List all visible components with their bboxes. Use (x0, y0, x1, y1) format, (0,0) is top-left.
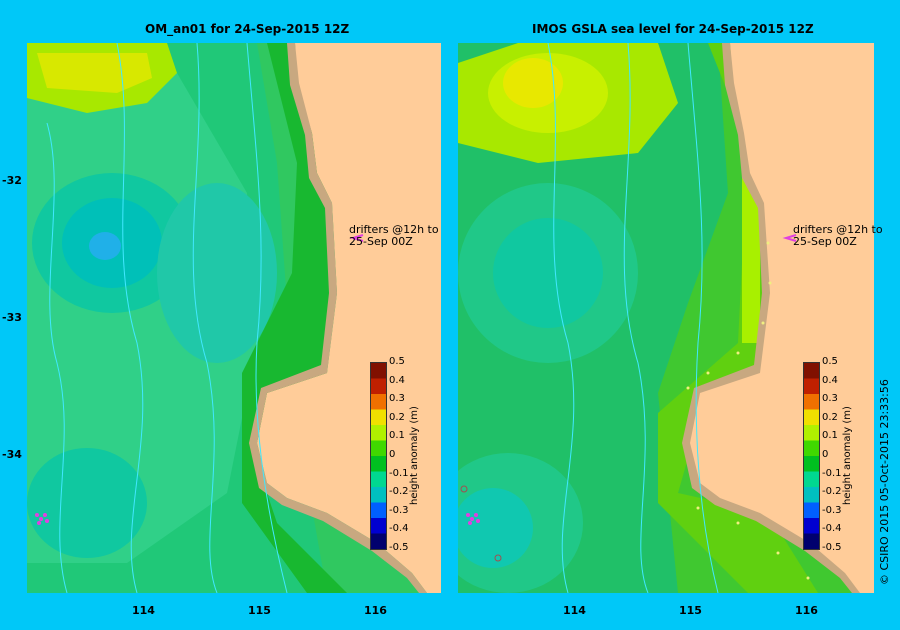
y-tick-label: -32 (2, 174, 22, 187)
x-tick-label: 116 (795, 604, 818, 617)
colorbar-tick-label: 0.4 (389, 374, 405, 386)
colorbar-tick-label: 0.1 (389, 430, 405, 442)
left-drifter-label: drifters @12h to 25-Sep 00Z (349, 223, 439, 248)
colorbar-tick-label: -0.2 (389, 486, 409, 498)
colorbar-tick-label: 0.3 (389, 393, 405, 405)
colorbar-tick-label: 0.2 (822, 411, 838, 423)
colorbar-tick-label: -0.3 (389, 504, 409, 516)
colorbar-gradient (803, 362, 820, 550)
right-panel-title: IMOS GSLA sea level for 24-Sep-2015 12Z (532, 22, 814, 36)
colorbar-tick-label: -0.4 (822, 523, 842, 535)
x-tick-label: 114 (563, 604, 586, 617)
colorbar-tick-label: 0.2 (389, 411, 405, 423)
x-tick-label: 114 (132, 604, 155, 617)
right-drifter-label: drifters @12h to 25-Sep 00Z (793, 223, 883, 248)
copyright-text: © CSIRO 2015 05-Oct-2015 23:33:56 (878, 379, 891, 585)
colorbar-title: height anomaly (m) (842, 406, 853, 505)
colorbar-tick-label: 0.1 (822, 430, 838, 442)
colorbar-tick-label: -0.1 (822, 467, 842, 479)
colorbar-tick-label: -0.1 (389, 467, 409, 479)
right-map[interactable] (458, 43, 874, 593)
colorbar-tick-label: 0 (389, 449, 396, 460)
colorbar-tick-label: -0.5 (822, 542, 842, 553)
colorbar-tick-label: -0.3 (822, 504, 842, 516)
left-panel-title: OM_an01 for 24-Sep-2015 12Z (145, 22, 350, 36)
colorbar-gradient (370, 362, 387, 550)
colorbar-tick-label: -0.4 (389, 523, 409, 535)
colorbar-tick-label: 0.4 (822, 374, 838, 386)
colorbar-tick-label: 0.5 (389, 356, 405, 367)
colorbar-tick-label: 0.3 (822, 393, 838, 405)
x-tick-label: 115 (679, 604, 702, 617)
left-map[interactable] (27, 43, 441, 593)
colorbar-title: height anomaly (m) (409, 406, 420, 505)
x-tick-label: 115 (248, 604, 271, 617)
y-tick-label: -34 (2, 448, 22, 461)
x-tick-label: 116 (364, 604, 387, 617)
colorbar-tick-label: 0.5 (822, 356, 838, 367)
colorbar-tick-label: -0.2 (822, 486, 842, 498)
y-tick-label: -33 (2, 311, 22, 324)
colorbar-tick-label: 0 (822, 449, 829, 460)
colorbar-tick-label: -0.5 (389, 542, 409, 553)
